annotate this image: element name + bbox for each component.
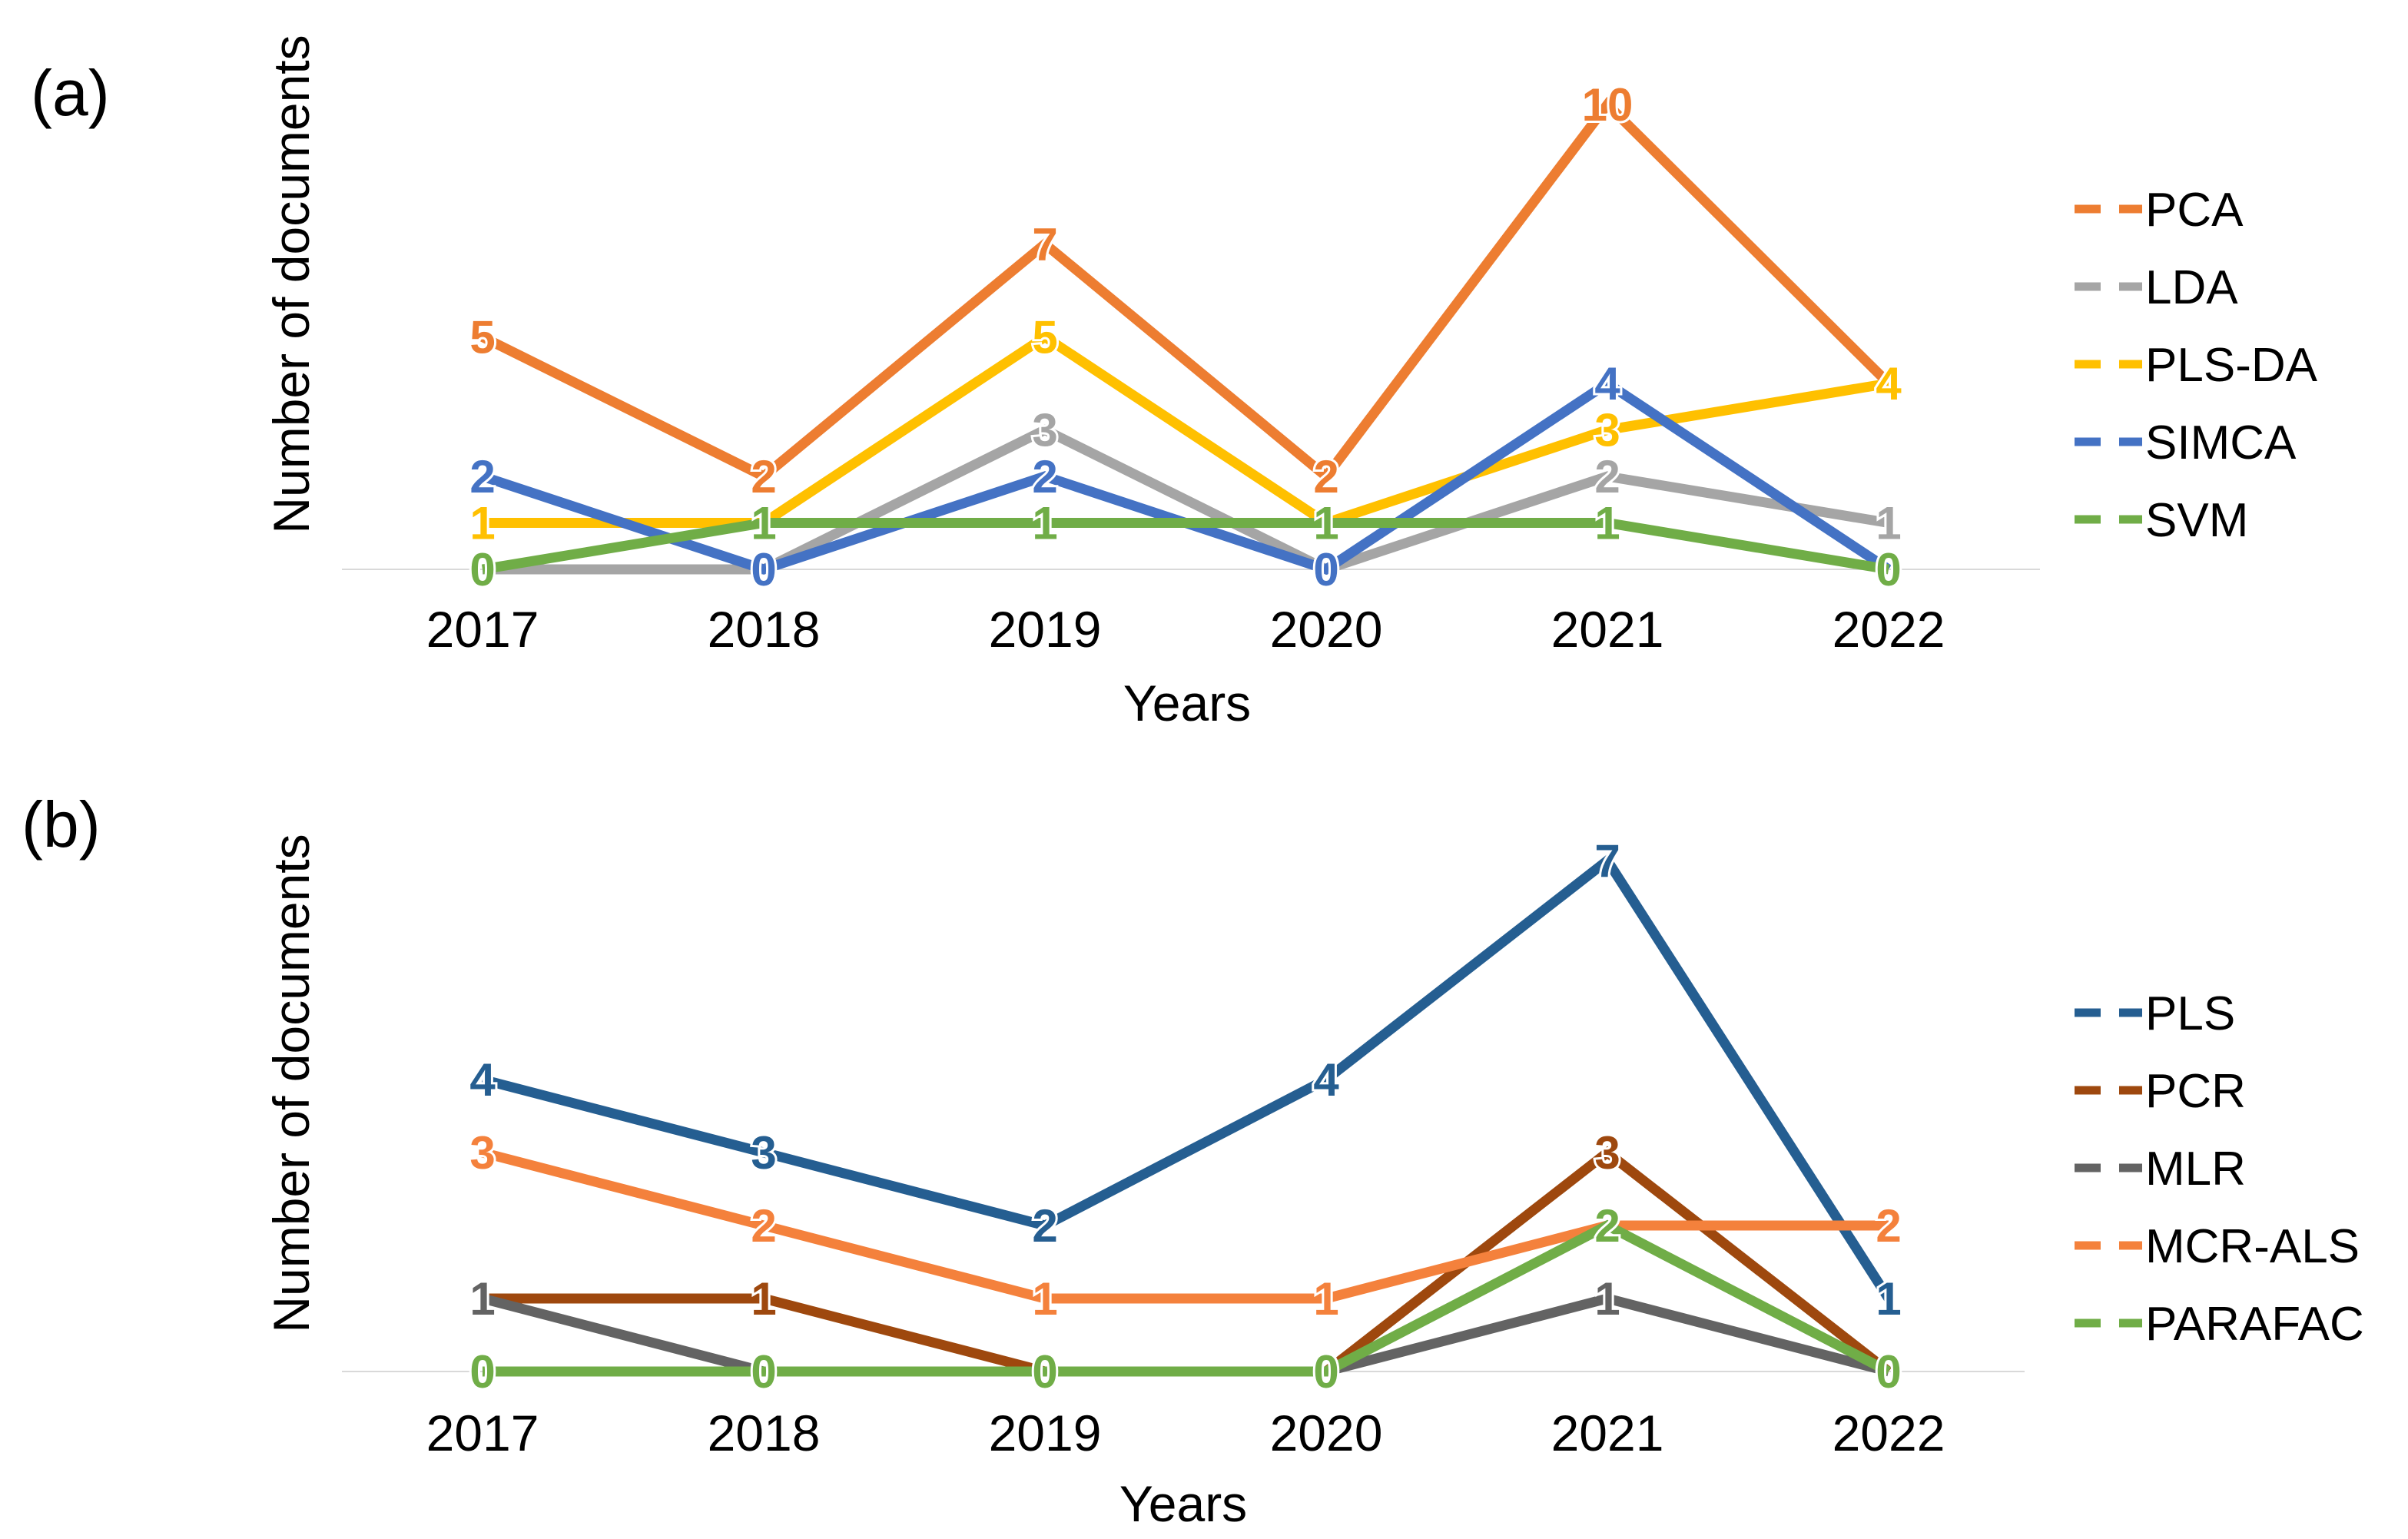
- legend-label: PLS: [2145, 987, 2235, 1040]
- x-tick-label: 2021: [1551, 601, 1664, 658]
- legend-item: PLS: [2075, 987, 2235, 1040]
- series-line-lda: [483, 424, 1890, 575]
- data-label: 0: [1876, 1346, 1901, 1398]
- data-label: 7: [1594, 835, 1620, 887]
- series-line-mlr: [481, 1293, 1890, 1377]
- legend-item: MLR: [2075, 1143, 2246, 1196]
- legend-item: SIMCA: [2075, 416, 2297, 469]
- series-line-pls: [481, 853, 1893, 1302]
- data-label: 2: [469, 451, 495, 502]
- legend-item: PCA: [2075, 184, 2244, 237]
- data-label: 7: [1032, 219, 1057, 270]
- data-label: 2: [1313, 451, 1338, 502]
- series-line-mcr-als: [481, 1147, 1889, 1304]
- data-label: 2: [751, 1200, 776, 1252]
- data-label: 0: [1876, 544, 1901, 595]
- legend-item: PARAFAC: [2075, 1298, 2364, 1351]
- legend-label: LDA: [2145, 261, 2238, 314]
- data-label: 4: [1594, 358, 1620, 410]
- data-label: 3: [1032, 405, 1057, 456]
- data-label: 2: [1032, 1200, 1057, 1252]
- data-label: 0: [1032, 1346, 1057, 1398]
- data-label: 1: [1313, 1273, 1338, 1325]
- data-label: 2: [1876, 1200, 1901, 1252]
- data-label: 1: [1594, 1273, 1620, 1325]
- data-label: 4: [469, 1054, 496, 1106]
- x-tick-label: 2020: [1270, 1405, 1383, 1461]
- x-tick-label: 2018: [708, 601, 821, 658]
- data-label: 1: [1594, 498, 1620, 549]
- x-axis-title: Years: [1123, 675, 1251, 731]
- panel-label: (a): [31, 57, 110, 129]
- data-label: 4: [1876, 358, 1902, 410]
- data-label: 0: [1313, 544, 1338, 595]
- data-label: 0: [469, 544, 495, 595]
- legend-label: PARAFAC: [2145, 1298, 2364, 1351]
- data-label: 1: [1032, 1273, 1057, 1325]
- legend-label: SIMCA: [2145, 416, 2297, 469]
- data-label: 10: [1582, 79, 1634, 131]
- data-label: 1: [469, 498, 495, 549]
- data-label: 5: [469, 312, 495, 363]
- legend-label: SVM: [2145, 494, 2248, 547]
- x-tick-label: 2017: [426, 601, 539, 658]
- data-label: 5: [1032, 312, 1057, 363]
- legend-item: SVM: [2075, 494, 2248, 547]
- legend-label: MCR-ALS: [2145, 1220, 2360, 1273]
- data-label: 3: [469, 1127, 495, 1179]
- data-label: 1: [751, 498, 776, 549]
- data-label: 2: [1594, 1200, 1620, 1252]
- panel-label: (b): [22, 788, 101, 861]
- data-label: 1: [1876, 498, 1901, 549]
- x-tick-label: 2019: [989, 601, 1102, 658]
- x-axis-title: Years: [1119, 1475, 1247, 1532]
- x-tick-label: 2019: [989, 1405, 1102, 1461]
- data-label: 0: [751, 544, 776, 595]
- legend-label: PCA: [2145, 184, 2244, 237]
- legend-label: MLR: [2145, 1143, 2246, 1196]
- series-line-parafac: [483, 1219, 1891, 1377]
- x-tick-label: 2022: [1833, 1405, 1945, 1461]
- data-label: 2: [1032, 451, 1057, 502]
- series-line-pca: [480, 97, 1892, 484]
- data-label: 1: [1876, 1273, 1901, 1325]
- x-tick-label: 2018: [708, 1405, 821, 1461]
- data-label: 4: [1313, 1054, 1339, 1106]
- y-axis-title: Number of documents: [263, 834, 320, 1332]
- data-label: 0: [751, 1346, 776, 1398]
- series-line-pls-da: [483, 330, 1890, 529]
- data-label: 3: [751, 1127, 776, 1179]
- y-axis-title: Number of documents: [263, 35, 320, 533]
- series-line-simca: [480, 377, 1892, 575]
- data-label: 3: [1594, 405, 1620, 456]
- data-label: 3: [1594, 1127, 1620, 1179]
- data-label: 0: [1313, 1346, 1338, 1398]
- series-line-svm: [481, 518, 1890, 575]
- data-label: 2: [1594, 451, 1620, 502]
- legend-item: LDA: [2075, 261, 2238, 314]
- legend-label: PLS-DA: [2145, 339, 2318, 392]
- data-label: 1: [751, 1273, 776, 1325]
- x-tick-label: 2020: [1270, 601, 1383, 658]
- data-label: 0: [469, 1346, 495, 1398]
- x-tick-label: 2017: [426, 1405, 539, 1461]
- data-label: 1: [469, 1273, 495, 1325]
- data-label: 1: [1032, 498, 1057, 549]
- legend-item: PCR: [2075, 1065, 2246, 1118]
- x-tick-label: 2021: [1551, 1405, 1664, 1461]
- legend-item: MCR-ALS: [2075, 1220, 2360, 1273]
- data-label: 2: [751, 451, 776, 502]
- data-label: 1: [1313, 498, 1338, 549]
- legend-label: PCR: [2145, 1065, 2246, 1118]
- data-label: 4: [1876, 358, 1902, 410]
- x-tick-label: 2022: [1833, 601, 1945, 658]
- legend-item: PLS-DA: [2075, 339, 2318, 392]
